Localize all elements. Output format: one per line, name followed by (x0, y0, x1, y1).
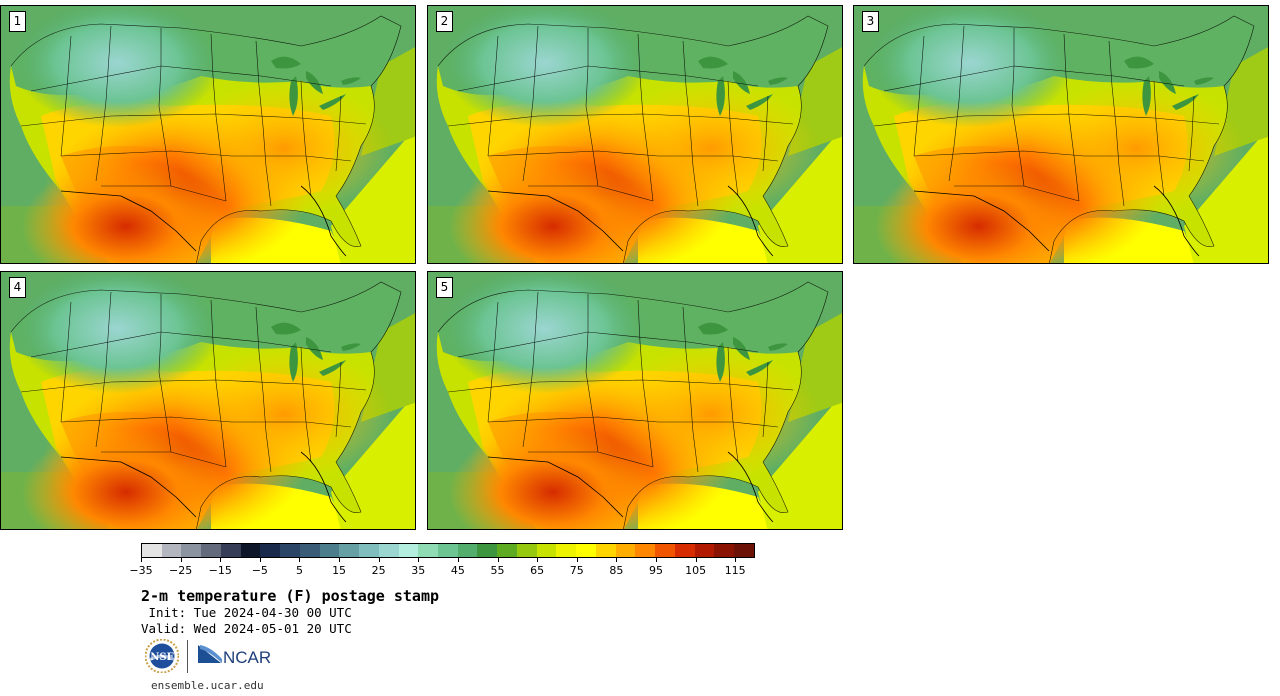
ensemble-member-panel-5: 5 (427, 271, 843, 530)
colorbar-swatch (161, 544, 182, 557)
colorbar-swatch (181, 544, 202, 557)
colorbar-swatch (240, 544, 261, 557)
colorbar-tick (180, 558, 182, 562)
colorbar-tick (576, 558, 578, 562)
colorbar-swatch (694, 544, 715, 557)
nsf-logo-text: NSF (150, 652, 173, 663)
colorbar-swatch (655, 544, 675, 557)
colorbar-swatch (516, 544, 537, 557)
panel-number-label: 3 (862, 11, 879, 32)
colorbar-tick (537, 558, 539, 562)
ensemble-member-panel-3: 3 (853, 5, 1269, 264)
colorbar-swatch (299, 544, 320, 557)
temperature-map (428, 272, 842, 529)
colorbar-tick-label: 25 (371, 564, 386, 577)
nsf-logo: NSF (144, 638, 180, 674)
colorbar-tick-label: 75 (569, 564, 584, 577)
temperature-colorbar (141, 543, 755, 558)
colorbar-tick (220, 558, 222, 562)
logo-divider (187, 640, 188, 673)
temperature-map (428, 6, 842, 263)
colorbar-tick-label: 5 (295, 564, 303, 577)
colorbar-tick-label: −15 (208, 564, 232, 577)
colorbar-tick-label: −35 (129, 564, 153, 577)
panel-number-label: 2 (436, 11, 453, 32)
ncar-logo: NCAR (197, 643, 277, 669)
temperature-map (1, 6, 415, 263)
colorbar-tick (457, 558, 459, 562)
colorbar-tick (497, 558, 499, 562)
panel-number-label: 5 (436, 277, 453, 298)
colorbar-swatch (378, 544, 399, 557)
colorbar-tick-label: 115 (724, 564, 746, 577)
colorbar-tick (655, 558, 657, 562)
colorbar-swatch (556, 544, 577, 557)
colorbar-tick-label: 35 (411, 564, 426, 577)
colorbar-swatch (339, 544, 360, 557)
colorbar-tick (735, 558, 737, 562)
colorbar-tick-label: 55 (490, 564, 505, 577)
colorbar-tick-label: −25 (169, 564, 193, 577)
colorbar-swatch (319, 544, 340, 557)
colorbar-swatch (359, 544, 379, 557)
colorbar-swatch (714, 544, 735, 557)
colorbar-swatch (615, 544, 636, 557)
ensemble-member-panel-4: 4 (0, 271, 416, 530)
colorbar-swatch (635, 544, 656, 557)
colorbar-swatch (536, 544, 557, 557)
colorbar-tick-label: 65 (530, 564, 545, 577)
colorbar-swatch (595, 544, 616, 557)
colorbar-swatch (477, 544, 498, 557)
init-time: Init: Tue 2024-04-30 00 UTC (141, 605, 352, 620)
colorbar-tick-label: 85 (609, 564, 624, 577)
colorbar-swatch (438, 544, 458, 557)
colorbar-tick-label: 95 (648, 564, 663, 577)
colorbar-swatch (734, 544, 754, 557)
colorbar-ticks: −35 −25 −15 −5 5 15 25 35 45 55 65 75 85 95 105 115 (129, 558, 755, 578)
colorbar-swatch (201, 544, 221, 557)
colorbar-swatch (418, 544, 439, 557)
colorbar-tick (418, 558, 420, 562)
ncar-logo-text: NCAR (223, 648, 271, 667)
colorbar-swatch (260, 544, 281, 557)
colorbar-tick (141, 558, 142, 562)
colorbar-tick (299, 558, 301, 562)
panel-number-label: 1 (9, 11, 26, 32)
colorbar-tick-label: 15 (332, 564, 347, 577)
footer-url: ensemble.ucar.edu (151, 679, 264, 692)
colorbar-tick (259, 558, 261, 562)
colorbar-swatch (142, 544, 162, 557)
colorbar-swatch (674, 544, 695, 557)
colorbar-swatch (398, 544, 419, 557)
temperature-map (1, 272, 415, 529)
colorbar-tick (339, 558, 341, 562)
figure-title: 2-m temperature (F) postage stamp (141, 587, 440, 605)
colorbar-tick-label: −5 (251, 564, 268, 577)
ensemble-member-panel-2: 2 (427, 5, 843, 264)
colorbar-tick-label: 45 (450, 564, 465, 577)
colorbar-swatch (497, 544, 517, 557)
temperature-map (854, 6, 1268, 263)
colorbar-swatch (457, 544, 478, 557)
valid-time: Valid: Wed 2024-05-01 20 UTC (141, 621, 352, 636)
colorbar-swatch (220, 544, 241, 557)
colorbar-tick (616, 558, 618, 562)
colorbar-swatch (576, 544, 596, 557)
colorbar-tick (378, 558, 380, 562)
colorbar-swatch (280, 544, 300, 557)
colorbar-tick (695, 558, 697, 562)
ensemble-member-panel-1: 1 (0, 5, 416, 264)
panel-number-label: 4 (9, 277, 26, 298)
colorbar-tick-label: 105 (685, 564, 707, 577)
